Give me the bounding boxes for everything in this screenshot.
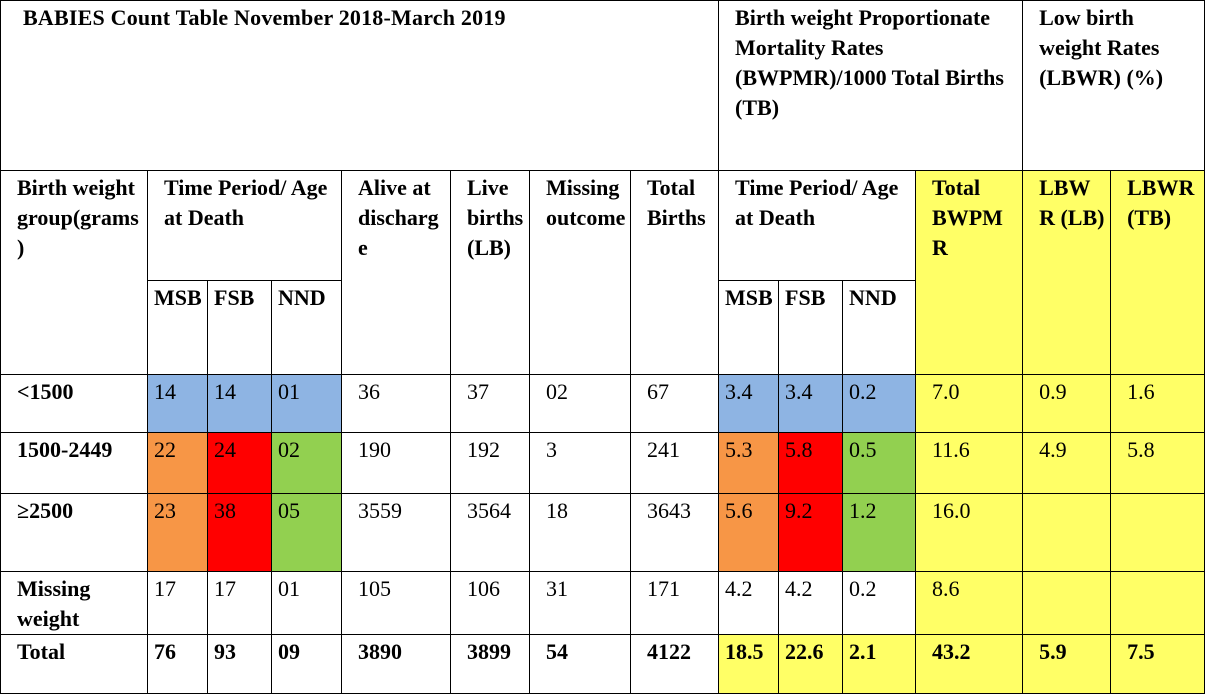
rate-fsb-header: FSB (778, 280, 844, 375)
rate-msb-cell: 5.3 (718, 432, 780, 494)
table-row: <1500 14 14 01 36 37 02 67 3.4 3.4 0.2 7… (0, 374, 1206, 433)
total-births-cell: 241 (629, 432, 720, 494)
group-cell: 1500-2449 (0, 432, 148, 494)
table-row: Missing weight 17 17 01 105 106 31 171 4… (0, 571, 1206, 635)
total-bwpmr-cell: 43.2 (915, 634, 1024, 694)
fsb-cell: 24 (207, 432, 272, 494)
live-births-header: Live births (LB) (450, 170, 530, 375)
rate-nnd-cell: 0.5 (842, 432, 917, 494)
lbwr-header: Low birth weight Rates (LBWR) (%) (1022, 0, 1206, 171)
alive-header: Alive at discharge (341, 170, 451, 375)
missing-outcome-cell: 02 (529, 374, 631, 433)
msb-cell: 14 (147, 374, 208, 433)
nnd-cell: 02 (271, 432, 342, 494)
rate-fsb-cell: 3.4 (778, 374, 844, 433)
lbwr-tb-cell: 1.6 (1110, 374, 1206, 433)
fsb-cell: 14 (207, 374, 272, 433)
missing-outcome-header: Missing outcome (529, 170, 631, 375)
msb-cell: 17 (147, 571, 208, 635)
total-alive-cell: 3890 (341, 634, 451, 694)
total-live-births-cell: 3899 (450, 634, 530, 694)
rate-nnd-cell: 0.2 (842, 571, 917, 635)
group-cell: Missing weight (0, 571, 148, 635)
birth-weight-group-header: Birth weight group(grams) (0, 170, 148, 375)
lbwr-lb-header: LBWR (LB) (1022, 170, 1112, 375)
msb-header: MSB (147, 280, 208, 375)
total-bwpmr-cell: 16.0 (915, 493, 1024, 572)
total-bwpmr-cell: 7.0 (915, 374, 1024, 433)
rate-fsb-cell: 9.2 (778, 493, 844, 572)
total-rate-msb-cell: 18.5 (718, 634, 780, 694)
total-row: Total 76 93 09 3890 3899 54 4122 18.5 22… (0, 634, 1206, 694)
total-msb-cell: 76 (147, 634, 208, 694)
nnd-cell: 01 (271, 374, 342, 433)
missing-outcome-cell: 3 (529, 432, 631, 494)
rate-msb-header: MSB (718, 280, 780, 375)
total-nnd-cell: 09 (271, 634, 342, 694)
nnd-cell: 05 (271, 493, 342, 572)
group-cell: ≥2500 (0, 493, 148, 572)
total-bwpmr-cell: 8.6 (915, 571, 1024, 635)
table-title: BABIES Count Table November 2018-March 2… (0, 0, 720, 171)
live-births-cell: 37 (450, 374, 530, 433)
lbwr-tb-cell (1110, 571, 1206, 635)
total-births-cell: 171 (629, 571, 720, 635)
total-rate-fsb-cell: 22.6 (778, 634, 844, 694)
lbwr-tb-header: LBWR (TB) (1110, 170, 1206, 375)
rate-nnd-header: NND (842, 280, 917, 375)
live-births-cell: 192 (450, 432, 530, 494)
table-row: 1500-2449 22 24 02 190 192 3 241 5.3 5.8… (0, 432, 1206, 494)
rate-time-period-header: Time Period/ Age at Death (718, 170, 917, 281)
total-births-header: Total Births (629, 170, 720, 375)
total-lbwr-lb-cell: 5.9 (1022, 634, 1112, 694)
total-rate-nnd-cell: 2.1 (842, 634, 917, 694)
live-births-cell: 106 (450, 571, 530, 635)
rate-fsb-cell: 4.2 (778, 571, 844, 635)
nnd-cell: 01 (271, 571, 342, 635)
nnd-header: NND (271, 280, 342, 375)
fsb-header: FSB (207, 280, 272, 375)
alive-cell: 190 (341, 432, 451, 494)
column-header-row: Birth weight group(grams) Time Period/ A… (0, 170, 1206, 375)
rate-msb-cell: 4.2 (718, 571, 780, 635)
time-period-header: Time Period/ Age at Death (147, 170, 342, 281)
lbwr-lb-cell: 0.9 (1022, 374, 1112, 433)
bwpmr-header: Birth weight Proportionate Mortality Rat… (718, 0, 1024, 171)
total-bwpmr-cell: 11.6 (915, 432, 1024, 494)
lbwr-lb-cell (1022, 571, 1112, 635)
rate-nnd-cell: 1.2 (842, 493, 917, 572)
total-total-births-cell: 4122 (629, 634, 720, 694)
missing-outcome-cell: 18 (529, 493, 631, 572)
total-births-cell: 67 (629, 374, 720, 433)
msb-cell: 22 (147, 432, 208, 494)
rate-msb-cell: 3.4 (718, 374, 780, 433)
missing-outcome-cell: 31 (529, 571, 631, 635)
rate-msb-cell: 5.6 (718, 493, 780, 572)
fsb-cell: 17 (207, 571, 272, 635)
alive-cell: 36 (341, 374, 451, 433)
fsb-cell: 38 (207, 493, 272, 572)
msb-cell: 23 (147, 493, 208, 572)
rate-fsb-cell: 5.8 (778, 432, 844, 494)
title-row: BABIES Count Table November 2018-March 2… (0, 0, 1206, 171)
live-births-cell: 3564 (450, 493, 530, 572)
lbwr-lb-cell (1022, 493, 1112, 572)
total-lbwr-tb-cell: 7.5 (1110, 634, 1206, 694)
total-bwpmr-header: Total BWPMR (915, 170, 1024, 375)
lbwr-lb-cell: 4.9 (1022, 432, 1112, 494)
total-missing-outcome-cell: 54 (529, 634, 631, 694)
table-row: ≥2500 23 38 05 3559 3564 18 3643 5.6 9.2… (0, 493, 1206, 572)
lbwr-tb-cell (1110, 493, 1206, 572)
group-cell: <1500 (0, 374, 148, 433)
rate-nnd-cell: 0.2 (842, 374, 917, 433)
alive-cell: 3559 (341, 493, 451, 572)
alive-cell: 105 (341, 571, 451, 635)
lbwr-tb-cell: 5.8 (1110, 432, 1206, 494)
total-fsb-cell: 93 (207, 634, 272, 694)
total-label-cell: Total (0, 634, 148, 694)
total-births-cell: 3643 (629, 493, 720, 572)
